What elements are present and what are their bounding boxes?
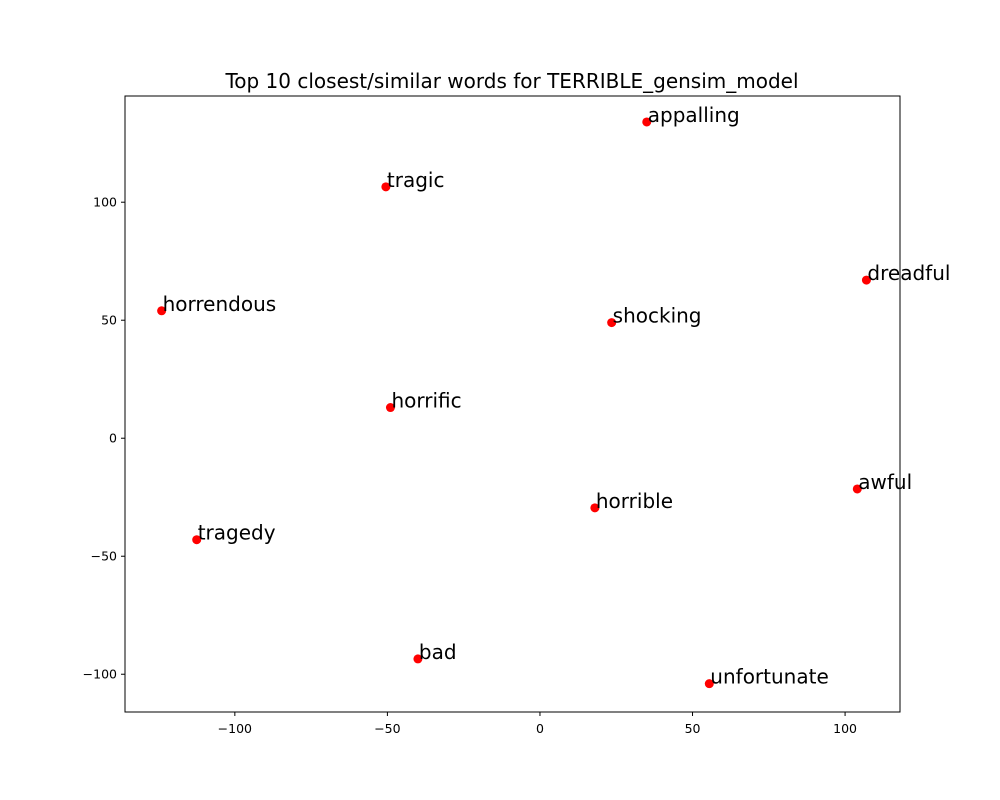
point-label-appalling: appalling (648, 103, 740, 127)
x-tick-label: −50 (374, 721, 400, 736)
point-label-horrendous: horrendous (163, 292, 277, 316)
y-axis-ticks: −100 −50 0 50 100 (83, 195, 125, 682)
y-tick-label: 50 (101, 313, 117, 328)
chart-title: Top 10 closest/similar words for TERRIBL… (224, 69, 798, 93)
point-label-dreadful: dreadful (867, 261, 950, 285)
data-point-shocking (607, 318, 617, 328)
y-tick-label: −50 (91, 549, 117, 564)
x-tick-label: −100 (218, 721, 252, 736)
plot-area-frame (124, 95, 901, 713)
y-tick-label: 0 (109, 431, 117, 446)
data-point-unfortunate (704, 679, 714, 689)
data-point-tragic (381, 182, 391, 192)
point-label-shocking: shocking (613, 304, 702, 328)
point-label-horrific: horrific (391, 389, 461, 413)
data-point-dreadful (861, 275, 871, 285)
x-tick-label: 50 (685, 721, 701, 736)
data-point-awful (852, 484, 862, 494)
point-label-unfortunate: unfortunate (710, 665, 828, 689)
data-point-horrible (590, 503, 600, 513)
y-tick-label: 100 (93, 195, 117, 210)
point-label-horrible: horrible (596, 489, 673, 513)
data-point-horrendous (157, 306, 167, 316)
data-point-bad (413, 654, 423, 664)
x-axis-ticks: −100 −50 0 50 100 (218, 712, 857, 736)
point-label-awful: awful (858, 470, 912, 494)
x-tick-label: 100 (833, 721, 857, 736)
data-point-horrific (385, 403, 395, 413)
y-tick-label: −100 (83, 667, 117, 682)
data-point-appalling (642, 117, 652, 127)
point-label-tragedy: tragedy (198, 521, 276, 545)
data-point-tragedy (192, 535, 202, 545)
point-label-bad: bad (419, 640, 457, 664)
data-points (157, 117, 871, 689)
point-labels: appalling tragic dreadful horrendous shockin… (163, 103, 951, 689)
x-tick-label: 0 (536, 721, 544, 736)
point-label-tragic: tragic (387, 168, 445, 192)
